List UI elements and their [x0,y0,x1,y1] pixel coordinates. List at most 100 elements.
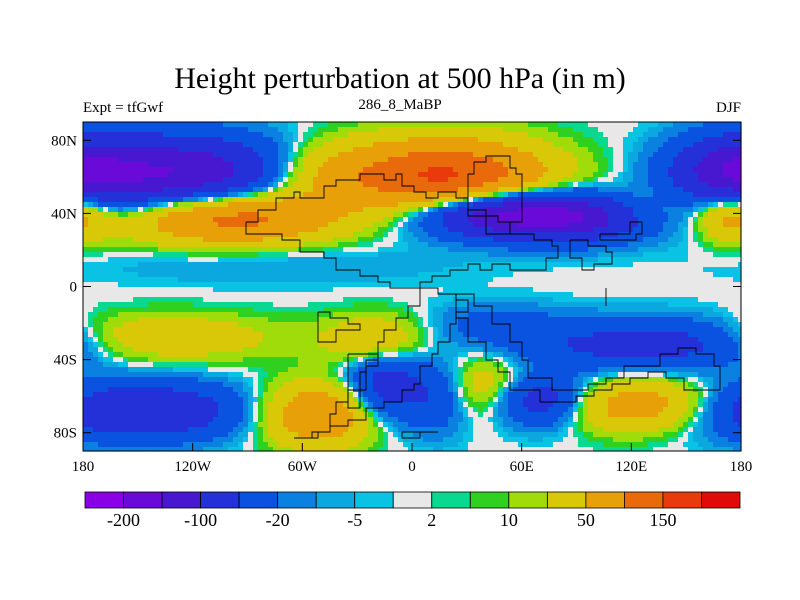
field-cell [468,257,474,263]
field-cell [523,152,529,158]
field-cell [438,212,444,218]
field-cell [498,187,504,193]
field-cell [358,167,364,173]
field-cell [658,282,664,288]
field-cell [383,207,389,213]
field-cell [638,212,644,218]
field-cell [233,252,239,258]
field-cell [403,142,409,148]
field-cell [113,132,119,138]
field-cell [298,227,304,233]
field-cell [128,252,134,258]
field-cell [408,247,414,253]
field-cell [593,142,599,148]
field-cell [433,197,439,203]
field-cell [498,257,504,263]
field-cell [303,202,309,208]
field-cell [308,207,314,213]
field-cell [313,212,319,218]
field-cell [613,177,619,183]
field-cell [198,202,204,208]
field-cell [143,152,149,158]
field-cell [478,232,484,238]
field-cell [383,257,389,263]
field-cell [398,272,404,278]
field-cell [698,292,704,298]
field-cell [183,257,189,263]
field-cell [408,252,414,258]
field-cell [173,252,179,258]
field-cell [163,267,169,273]
field-cell [613,152,619,158]
field-cell [693,162,699,168]
field-cell [238,172,244,178]
field-cell [518,287,524,293]
field-cell [738,282,742,288]
field-cell [473,287,479,293]
field-cell [533,307,539,313]
field-cell [88,147,94,153]
field-cell [733,172,739,178]
field-cell [668,197,674,203]
field-cell [568,162,574,168]
field-cell [213,177,219,183]
field-cell [143,192,149,198]
field-cell [273,177,279,183]
field-cell [398,157,404,163]
field-cell [548,182,554,188]
field-cell [273,137,279,143]
field-cell [578,182,584,188]
field-cell [443,187,449,193]
field-cell [498,212,504,218]
field-cell [128,167,134,173]
field-cell [463,282,469,288]
field-cell [338,297,344,303]
field-cell [653,157,659,163]
field-cell [568,297,574,303]
field-cell [633,202,639,208]
field-cell [528,242,534,248]
field-cell [273,157,279,163]
field-cell [448,262,454,268]
field-cell [543,247,549,253]
field-cell [218,172,224,178]
field-cell [333,172,339,178]
field-cell [708,202,714,208]
field-cell [658,157,664,163]
field-cell [318,232,324,238]
field-cell [593,192,599,198]
field-cell [503,142,509,148]
field-cell [473,307,479,313]
field-cell [163,217,169,223]
field-cell [598,292,604,298]
field-cell [608,207,614,213]
field-cell [408,127,414,133]
field-cell [308,292,314,298]
field-cell [273,257,279,263]
field-cell [328,137,334,143]
field-cell [498,252,504,258]
field-cell [603,267,609,273]
field-cell [603,137,609,143]
field-cell [733,287,739,293]
field-cell [543,307,549,313]
field-cell [263,122,269,128]
field-cell [238,297,244,303]
field-cell [113,207,119,213]
field-cell [198,172,204,178]
field-cell [228,122,234,128]
field-cell [508,277,514,283]
field-cell [158,162,164,168]
field-cell [458,217,464,223]
field-cell [438,257,444,263]
field-cell [393,257,399,263]
field-cell [138,302,144,308]
field-cell [88,257,94,263]
field-cell [203,272,209,278]
field-cell [573,247,579,253]
field-cell [538,247,544,253]
field-cell [103,137,109,143]
field-cell [418,222,424,228]
field-cell [418,272,424,278]
field-cell [633,197,639,203]
